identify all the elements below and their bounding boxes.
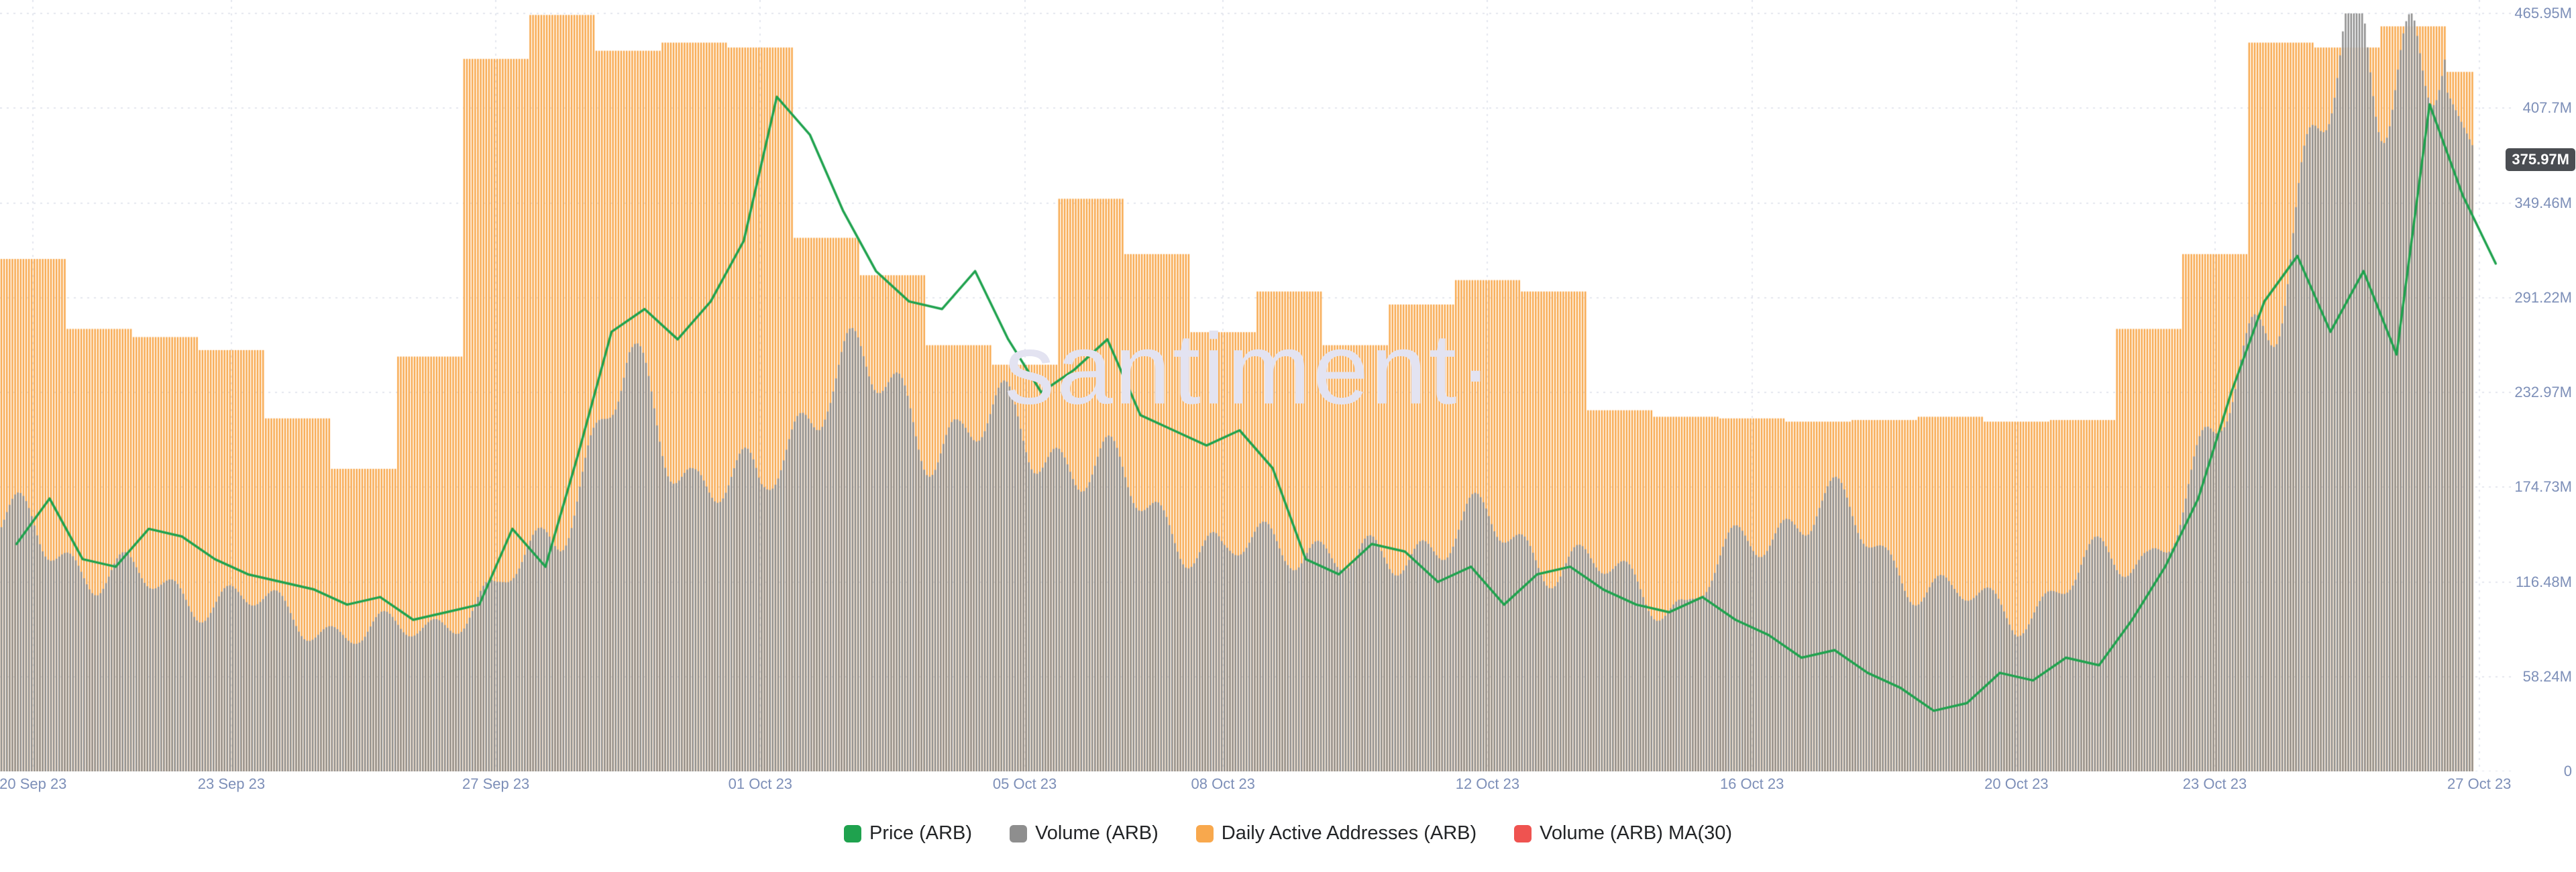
x-axis-tick: 20 Oct 23	[1984, 775, 2049, 792]
x-axis-tick: 27 Sep 23	[462, 775, 530, 792]
y-axis: 375.97M 465.95M 407.7M 349.46M 291.22M 232.9…	[2506, 0, 2576, 779]
legend-item[interactable]: Volume (ARB) MA(30)	[1514, 822, 1732, 844]
chart-plot-canvas[interactable]	[0, 0, 2512, 771]
y-axis-tick: 58.24M	[2522, 667, 2572, 685]
x-axis-tick: 23 Sep 23	[197, 775, 266, 792]
legend-label: Price (ARB)	[869, 822, 973, 844]
legend-swatch-icon	[843, 824, 861, 842]
x-axis-tick: 16 Oct 23	[1719, 775, 1784, 792]
last-value-badge: 375.97M	[2506, 148, 2575, 172]
y-axis-tick: 232.97M	[2514, 384, 2572, 400]
legend-label: Daily Active Addresses (ARB)	[1221, 822, 1477, 844]
x-axis-tick: 08 Oct 23	[1191, 775, 1255, 792]
chart-legend: Price (ARB) Volume (ARB) Daily Active Addr…	[0, 822, 2576, 844]
y-axis-tick: 407.7M	[2522, 99, 2572, 117]
legend-swatch-icon	[1010, 824, 1028, 842]
legend-swatch-icon	[1514, 824, 1532, 842]
y-axis-tick: 0	[2563, 763, 2572, 779]
legend-label: Volume (ARB)	[1035, 822, 1159, 844]
y-axis-tick: 116.48M	[2516, 573, 2572, 590]
y-axis-tick: 349.46M	[2514, 194, 2572, 211]
legend-item[interactable]: Daily Active Addresses (ARB)	[1195, 822, 1477, 844]
x-axis-tick: 05 Oct 23	[992, 775, 1057, 792]
y-axis-tick: 174.73M	[2514, 478, 2572, 496]
x-axis-tick: 01 Oct 23	[728, 775, 793, 792]
legend-swatch-icon	[1195, 824, 1214, 842]
y-axis-tick: 465.95M	[2514, 5, 2572, 21]
x-axis-tick: 20 Sep 23	[0, 775, 67, 792]
x-axis-tick: 27 Oct 23	[2447, 775, 2512, 792]
x-axis-tick: 23 Oct 23	[2182, 775, 2247, 792]
legend-label: Volume (ARB) MA(30)	[1540, 822, 1733, 844]
legend-item[interactable]: Price (ARB)	[843, 822, 973, 844]
y-axis-tick: 291.22M	[2514, 288, 2572, 306]
legend-item[interactable]: Volume (ARB)	[1010, 822, 1159, 844]
x-axis: 20 Sep 23 23 Sep 23 27 Sep 23 01 Oct 23 05 O…	[0, 775, 2512, 796]
x-axis-tick: 12 Oct 23	[1455, 775, 1520, 792]
